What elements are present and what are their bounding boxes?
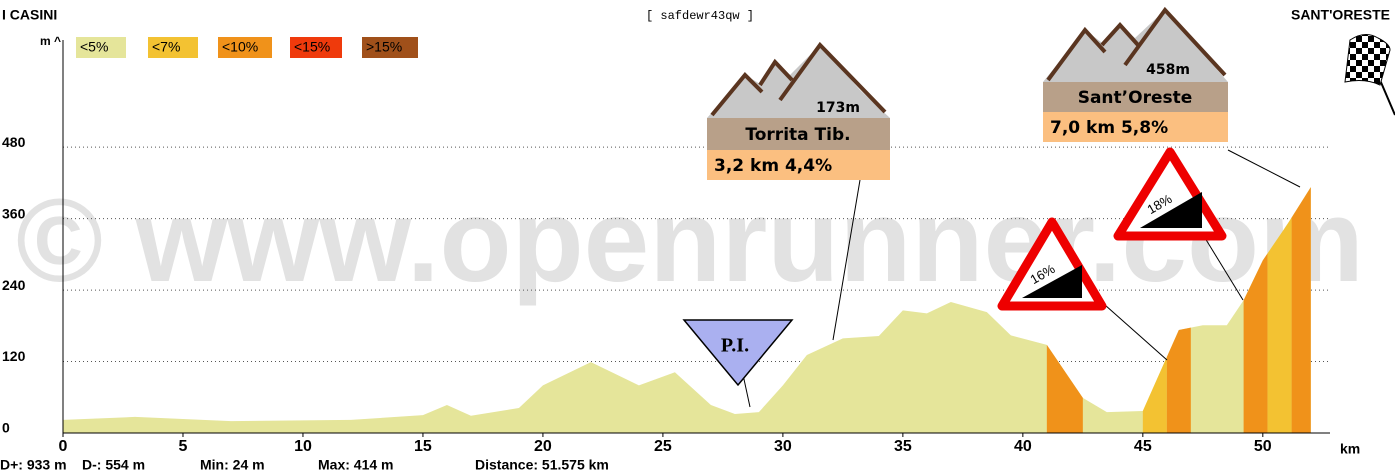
x-tick-label: 25 xyxy=(654,438,672,455)
x-tick-label: 10 xyxy=(294,438,312,455)
climb-info: 7,0 km 5,8% xyxy=(1050,118,1168,138)
x-tick-label: 5 xyxy=(179,438,188,455)
legend-label: <7% xyxy=(152,39,180,55)
legend-label: <10% xyxy=(222,39,258,55)
stat: Min: 24 m xyxy=(200,457,265,473)
slope-segment xyxy=(1047,345,1083,433)
chart: © www.openrunner.com 0120240360480051015… xyxy=(0,0,1395,473)
y-tick-label: 360 xyxy=(2,205,26,221)
mountain xyxy=(707,45,890,118)
stat: Max: 414 m xyxy=(318,457,393,473)
y-tick-label: 0 xyxy=(2,420,10,436)
legend-label: <15% xyxy=(294,39,330,55)
y-tick-label: 240 xyxy=(2,277,26,293)
climb-name: Sant’Oreste xyxy=(1078,88,1193,108)
legend-label: <5% xyxy=(80,39,108,55)
code: [ safdewr43qw ] xyxy=(646,9,754,23)
slope-segment xyxy=(1292,187,1311,433)
x-tick-label: 0 xyxy=(59,438,68,455)
y-tick-label: 120 xyxy=(2,348,26,364)
stat: D-: 554 m xyxy=(82,457,145,473)
slope-segment xyxy=(1167,328,1191,433)
y-tick-label: 480 xyxy=(2,134,26,150)
climb-name: Torrita Tib. xyxy=(745,125,850,145)
x-tick-label: 15 xyxy=(414,438,432,455)
legend-label: >15% xyxy=(366,39,402,55)
x-tick-label: 30 xyxy=(774,438,792,455)
slope-segment xyxy=(1268,218,1292,433)
stat: Distance: 51.575 km xyxy=(475,457,609,473)
x-tick-label: 50 xyxy=(1254,438,1272,455)
x-tick-label: 20 xyxy=(534,438,552,455)
altitude: 458m xyxy=(1146,62,1190,78)
x-tick-label: 45 xyxy=(1134,438,1152,455)
start-name: I CASINI xyxy=(2,7,57,23)
x-axis-label: km xyxy=(1340,441,1360,457)
finish-flag xyxy=(1345,34,1390,85)
y-axis-label: m ^ xyxy=(40,34,61,48)
end-name: SANT'ORESTE xyxy=(1291,7,1390,23)
flag-pole xyxy=(1380,80,1395,115)
stat: D+: 933 m xyxy=(0,457,67,473)
altitude: 173m xyxy=(816,100,860,116)
pi-label: P.I. xyxy=(721,335,749,357)
climb-info: 3,2 km 4,4% xyxy=(714,156,832,176)
leader xyxy=(1105,305,1167,360)
x-tick-label: 35 xyxy=(894,438,912,455)
slope-segment xyxy=(1143,357,1167,433)
x-tick-label: 40 xyxy=(1014,438,1032,455)
